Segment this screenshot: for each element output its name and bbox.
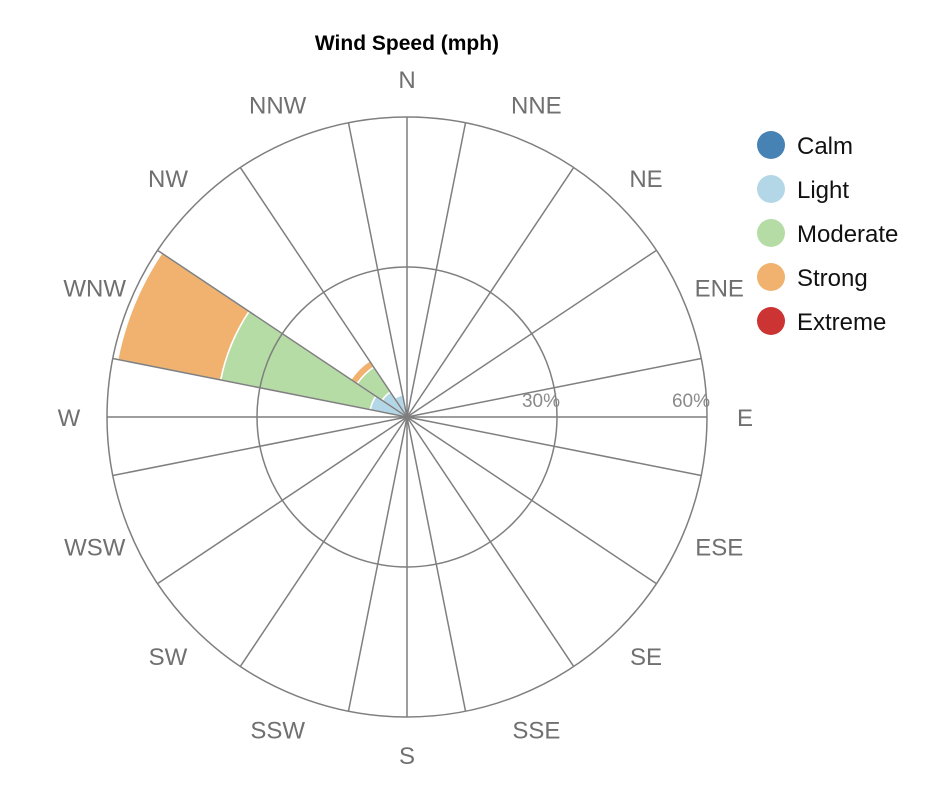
legend-item-light: Light	[757, 175, 849, 204]
legend-swatch-light	[757, 175, 785, 203]
direction-label-e: E	[737, 405, 753, 432]
direction-label-ene: ENE	[695, 276, 744, 303]
legend-swatch-extreme	[757, 307, 785, 335]
radial-tick-label-60: 60%	[672, 391, 710, 412]
direction-label-nnw: NNW	[249, 93, 307, 120]
bars-layer	[116, 252, 408, 418]
legend-swatch-moderate	[757, 219, 785, 247]
legend-label-calm: Calm	[797, 133, 853, 160]
direction-label-ne: NE	[629, 166, 662, 193]
legend-swatch-strong	[757, 263, 785, 291]
radial-tick-labels: 30% 60%	[522, 391, 710, 412]
direction-label-s: S	[399, 743, 415, 770]
direction-label-wsw: WSW	[64, 534, 126, 561]
legend-label-light: Light	[797, 177, 849, 204]
direction-label-sse: SSE	[512, 717, 560, 744]
direction-label-n: N	[398, 67, 415, 94]
ring-30	[256, 266, 558, 568]
ring-60	[106, 116, 708, 718]
legend-label-extreme: Extreme	[797, 309, 886, 336]
direction-labels: N NNE NE ENE E ESE SE SSE S SSW SW WSW W WNW NW NNW	[58, 67, 753, 770]
grid-layer	[106, 116, 708, 718]
chart-title: Wind Speed (mph)	[315, 32, 499, 55]
legend-swatch-calm	[757, 131, 785, 159]
direction-label-nw: NW	[148, 166, 188, 193]
direction-label-wnw: WNW	[63, 276, 126, 303]
legend-label-moderate: Moderate	[797, 221, 898, 248]
legend-item-moderate: Moderate	[757, 219, 898, 248]
legend: Calm Light Moderate Strong Extreme	[757, 131, 898, 336]
direction-label-ese: ESE	[695, 534, 743, 561]
legend-item-calm: Calm	[757, 131, 853, 160]
radial-tick-label-30: 30%	[522, 391, 560, 412]
direction-label-ssw: SSW	[250, 717, 305, 744]
legend-item-strong: Strong	[757, 263, 868, 292]
direction-label-se: SE	[630, 644, 662, 671]
legend-label-strong: Strong	[797, 265, 868, 292]
direction-label-nne: NNE	[511, 93, 562, 120]
legend-item-extreme: Extreme	[757, 307, 886, 336]
direction-label-sw: SW	[149, 644, 188, 671]
direction-label-w: W	[58, 405, 81, 432]
